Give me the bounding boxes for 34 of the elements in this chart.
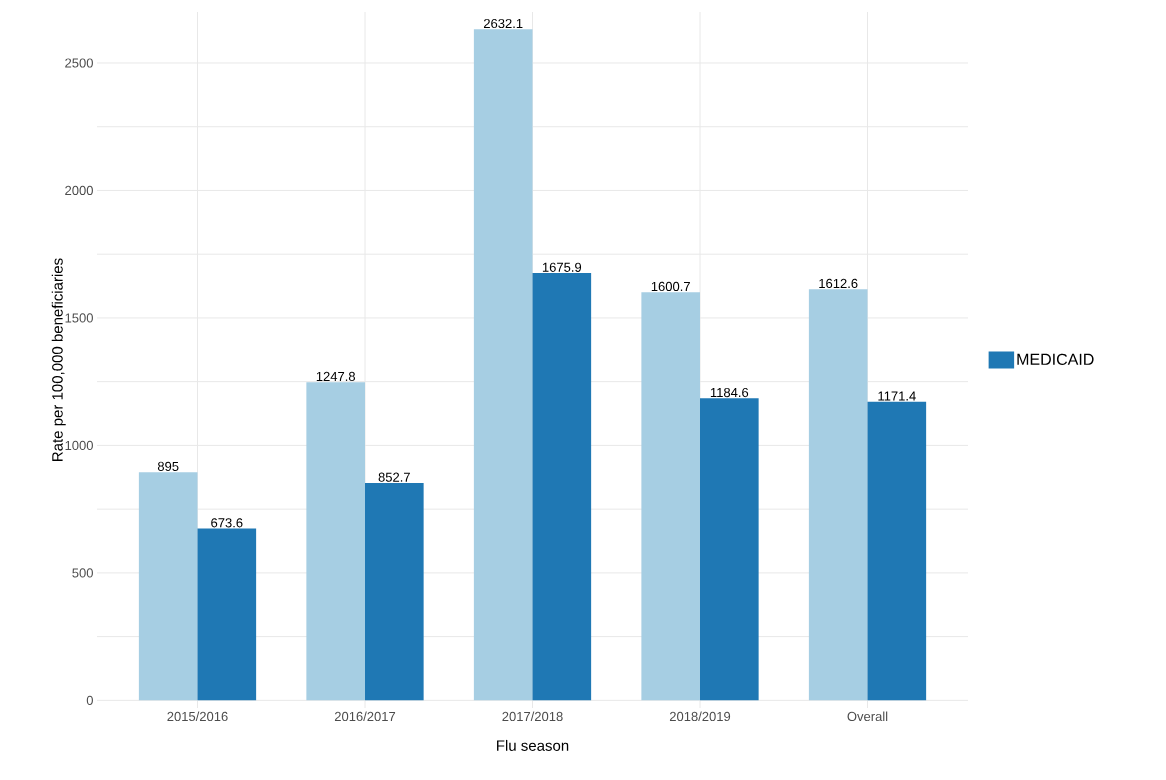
bar (700, 398, 759, 701)
data-label: 895 (157, 461, 179, 471)
bar (867, 401, 927, 701)
bar (197, 528, 257, 701)
legend-label: MEDICAID (1017, 353, 1094, 365)
bar (138, 472, 198, 701)
data-label: 1675.9 (542, 262, 582, 272)
y-tick-label: 2000 (65, 185, 93, 196)
x-tick-label: 2017/2018 (502, 711, 563, 722)
data-label: 1184.6 (710, 387, 749, 398)
y-tick-label: 2500 (65, 58, 93, 68)
data-label: 2632.1 (483, 18, 523, 29)
data-label: 852.7 (378, 472, 410, 482)
bar (473, 29, 533, 701)
data-label: 1171.4 (878, 391, 916, 401)
data-label: 673.6 (211, 518, 243, 528)
x-tick-label: 2015/2016 (167, 711, 228, 722)
bar (808, 289, 868, 701)
bar (306, 382, 365, 701)
y-tick-label: 0 (86, 695, 93, 705)
bar (641, 292, 700, 701)
y-tick-label: 500 (72, 568, 93, 578)
x-tick-label: Overall (847, 711, 888, 722)
data-label: 1600.7 (651, 281, 690, 292)
y-tick-label: 1500 (65, 313, 93, 323)
data-label: 1612.6 (819, 278, 858, 289)
x-axis-title: Flu season (497, 739, 569, 751)
y-tick-label: 1000 (65, 440, 93, 450)
bar (532, 273, 592, 701)
data-label: 1247.8 (316, 371, 356, 382)
x-tick-label: 2018/2019 (669, 711, 731, 722)
x-tick-label: 2016/2017 (334, 711, 396, 722)
y-axis-title: Rate per 100,000 beneficiaries (51, 258, 66, 461)
bar (365, 482, 424, 701)
